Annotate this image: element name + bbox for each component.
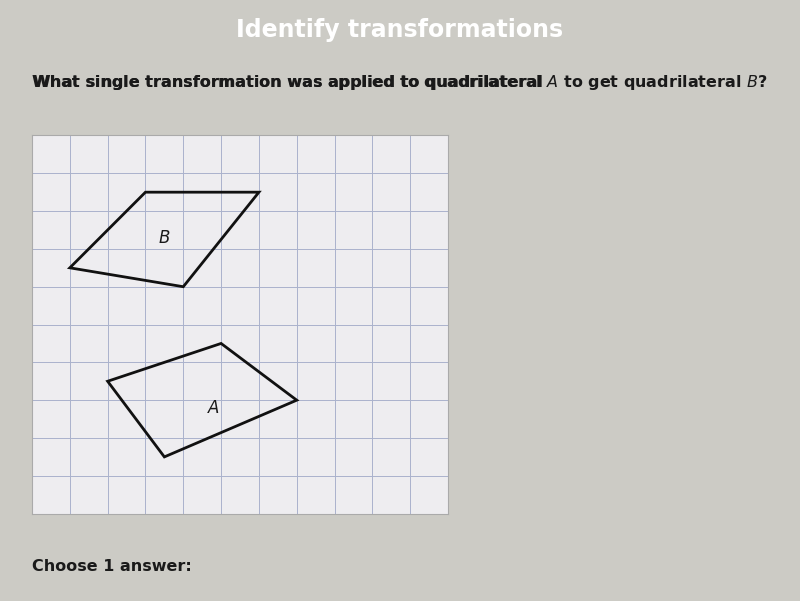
Text: What single transformation was applied to quadrilateral $\mathit{A}$ to get quad: What single transformation was applied t… (32, 73, 767, 92)
Text: What single transformation was applied to quadrilateral: What single transformation was applied t… (32, 75, 549, 90)
Text: $\mathit{B}$: $\mathit{B}$ (158, 228, 170, 246)
Text: Identify transformations: Identify transformations (237, 17, 563, 41)
Text: Choose 1 answer:: Choose 1 answer: (32, 559, 192, 573)
Text: $\mathit{A}$: $\mathit{A}$ (207, 398, 220, 416)
